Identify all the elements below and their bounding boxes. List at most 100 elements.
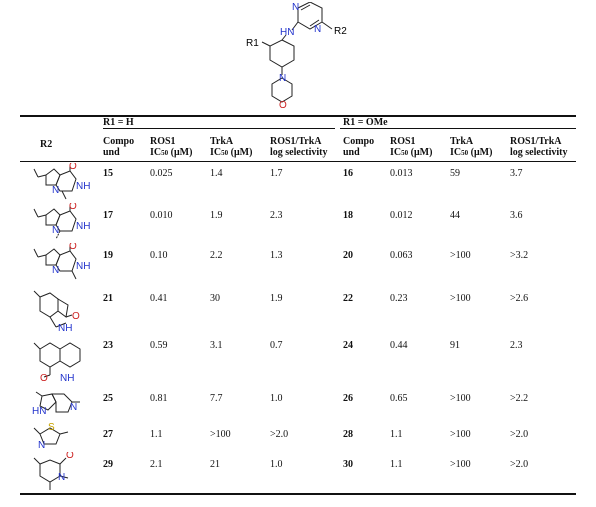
svg-text:O: O — [69, 243, 77, 252]
r2-structure-21: O NH — [32, 287, 92, 333]
ros1-21: 0.41 — [150, 293, 168, 304]
scaffold-r1-label: R1 — [246, 38, 259, 49]
svg-text:S: S — [48, 422, 55, 433]
ros1-25: 0.81 — [150, 393, 168, 404]
header-ros1-2b: IC50 (μM) — [390, 147, 433, 158]
scaffold-drawing: N N R2 HN R1 N O — [246, 1, 347, 111]
ros1-22: 0.23 — [390, 293, 408, 304]
svg-text:O: O — [40, 373, 48, 384]
sel-28: >2.0 — [510, 429, 529, 440]
header-sel-1b: log selectivity — [270, 147, 328, 158]
svg-text:NH: NH — [60, 373, 74, 384]
svg-text:O: O — [66, 452, 74, 461]
trka-26: >100 — [450, 393, 471, 404]
compound-17: 17 — [103, 210, 113, 221]
header-trka-1a: TrkA — [210, 136, 234, 147]
trka-17: 1.9 — [210, 210, 223, 221]
scaffold-r2-label: R2 — [334, 26, 347, 37]
sel-27: >2.0 — [270, 429, 289, 440]
scaffold-morph-n-label: N — [279, 73, 286, 84]
compound-16: 16 — [343, 168, 353, 179]
r2-structure-29: O N — [32, 452, 92, 492]
sel-24: 2.3 — [510, 340, 523, 351]
ros1-26: 0.65 — [390, 393, 408, 404]
svg-text:HN: HN — [32, 406, 46, 417]
ros1-23: 0.59 — [150, 340, 168, 351]
svg-text:NH: NH — [58, 323, 72, 333]
r2-structure-15: O N NH — [32, 163, 92, 203]
header-ros1-2a: ROS1 — [390, 136, 416, 147]
compound-23: 23 — [103, 340, 113, 351]
compound-29: 29 — [103, 459, 113, 470]
compound-15: 15 — [103, 168, 113, 179]
trka-25: 7.7 — [210, 393, 223, 404]
trka-19: 2.2 — [210, 250, 223, 261]
trka-30: >100 — [450, 459, 471, 470]
sel-26: >2.2 — [510, 393, 529, 404]
ros1-24: 0.44 — [390, 340, 408, 351]
header-trka-2b: IC50 (μM) — [450, 147, 493, 158]
compound-28: 28 — [343, 429, 353, 440]
header-rule — [20, 161, 576, 162]
compound-19: 19 — [103, 250, 113, 261]
ros1-30: 1.1 — [390, 459, 403, 470]
sel-18: 3.6 — [510, 210, 523, 221]
r2-structure-23: O NH — [32, 337, 92, 387]
trka-23: 3.1 — [210, 340, 223, 351]
sel-29: 1.0 — [270, 459, 283, 470]
trka-22: >100 — [450, 293, 471, 304]
ros1-28: 1.1 — [390, 429, 403, 440]
ros1-17: 0.010 — [150, 210, 173, 221]
ros1-29: 2.1 — [150, 459, 163, 470]
header-compound-2b: und — [343, 147, 360, 158]
scaffold-n2-label: N — [314, 24, 321, 35]
trka-27: >100 — [210, 429, 231, 440]
svg-text:O: O — [69, 163, 77, 172]
compound-26: 26 — [343, 393, 353, 404]
compound-18: 18 — [343, 210, 353, 221]
ros1-20: 0.063 — [390, 250, 413, 261]
trka-28: >100 — [450, 429, 471, 440]
header-group-ome: R1 = OMe — [343, 117, 388, 128]
svg-text:N: N — [52, 225, 59, 236]
sel-22: >2.6 — [510, 293, 529, 304]
compound-22: 22 — [343, 293, 353, 304]
header-sel-2b: log selectivity — [510, 147, 568, 158]
svg-text:N: N — [70, 402, 77, 413]
compound-27: 27 — [103, 429, 113, 440]
sel-16: 3.7 — [510, 168, 523, 179]
svg-text:NH: NH — [76, 261, 90, 272]
header-trka-1b: IC50 (μM) — [210, 147, 253, 158]
scaffold-morph-o-label: O — [279, 100, 287, 111]
group-h-rule — [103, 128, 335, 129]
sel-30: >2.0 — [510, 459, 529, 470]
sel-15: 1.7 — [270, 168, 283, 179]
svg-text:N: N — [58, 472, 65, 483]
header-ros1-1b: IC50 (μM) — [150, 147, 193, 158]
compound-25: 25 — [103, 393, 113, 404]
sel-23: 0.7 — [270, 340, 283, 351]
header-ros1-1a: ROS1 — [150, 136, 176, 147]
svg-text:O: O — [72, 311, 80, 322]
header-compound-1a: Compo — [103, 136, 135, 147]
r2-structure-19: O N NH — [32, 243, 92, 283]
group-ome-rule — [340, 128, 576, 129]
ros1-19: 0.10 — [150, 250, 168, 261]
ros1-15: 0.025 — [150, 168, 173, 179]
header-trka-2a: TrkA — [450, 136, 474, 147]
scaffold-n1-label: N — [292, 2, 299, 13]
bottom-rule — [20, 493, 576, 495]
scaffold-hn-label: HN — [280, 27, 294, 38]
header-group-h: R1 = H — [103, 117, 134, 128]
sel-21: 1.9 — [270, 293, 283, 304]
compound-20: 20 — [343, 250, 353, 261]
compound-24: 24 — [343, 340, 353, 351]
header-compound-1b: und — [103, 147, 120, 158]
trka-21: 30 — [210, 293, 220, 304]
top-rule — [20, 115, 576, 117]
svg-text:N: N — [52, 185, 59, 196]
compound-21: 21 — [103, 293, 113, 304]
header-sel-1a: ROS1/TrkA — [270, 136, 322, 147]
trka-15: 1.4 — [210, 168, 223, 179]
header-sel-2a: ROS1/TrkA — [510, 136, 562, 147]
